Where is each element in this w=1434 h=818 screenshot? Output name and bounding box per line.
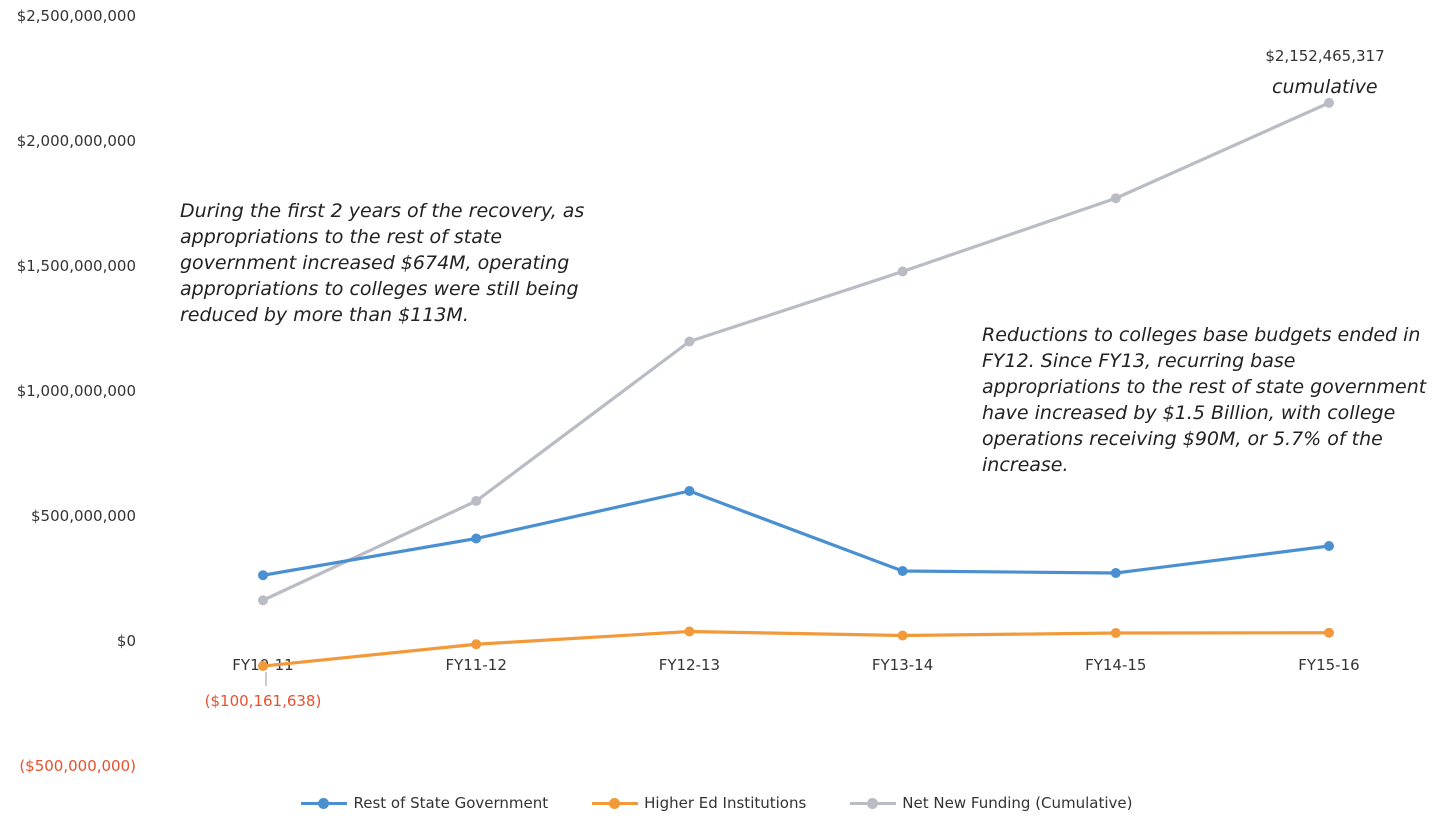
- legend-item-higher-ed: Higher Ed Institutions: [592, 794, 806, 812]
- data-point: [471, 496, 482, 506]
- legend-item-rest-of-state: Rest of State Government: [301, 794, 548, 812]
- y-tick-label: $2,000,000,000: [17, 132, 136, 150]
- legend-label-higher-ed: Higher Ed Institutions: [644, 794, 807, 812]
- data-point: [684, 486, 695, 496]
- data-point: [471, 639, 482, 650]
- series-line: [261, 629, 1331, 668]
- x-tick-label: FY11-12: [446, 656, 507, 674]
- x-tick-label: FY13-14: [872, 656, 933, 674]
- x-tick-label: FY12-13: [659, 656, 720, 674]
- legend-label-net-new-funding: Net New Funding (Cumulative): [902, 794, 1133, 812]
- y-tick-label: $500,000,000: [31, 507, 136, 525]
- data-point: [258, 661, 268, 672]
- x-tick-label: FY15-16: [1298, 656, 1359, 674]
- data-point: [258, 570, 268, 581]
- series-line: [261, 489, 1331, 577]
- data-point: [1110, 193, 1121, 204]
- series-2: [258, 97, 1334, 606]
- series-line: [261, 101, 1331, 602]
- y-axis: $2,500,000,000 $2,000,000,000 $1,500,000,0…: [17, 7, 136, 775]
- legend-swatch-rest-of-state: [301, 796, 348, 810]
- data-point: [258, 595, 268, 606]
- data-point: [1324, 627, 1334, 638]
- data-point: [1324, 97, 1334, 108]
- data-point: [1324, 541, 1334, 551]
- legend-item-net-new-funding: Net New Funding (Cumulative): [850, 794, 1133, 812]
- legend-label-rest-of-state: Rest of State Government: [353, 794, 549, 812]
- data-label: ($100,161,638): [205, 692, 322, 710]
- recovery-note: During the first 2 years of the recovery…: [180, 200, 585, 326]
- data-point: [1110, 568, 1121, 578]
- legend-swatch-higher-ed: [592, 796, 639, 810]
- data-point: [471, 533, 482, 544]
- data-point: [897, 266, 908, 277]
- y-tick-label: $1,000,000,000: [17, 382, 136, 400]
- x-axis: FY10-11FY11-12FY12-13FY13-14FY14-15FY15-…: [232, 656, 1359, 674]
- legend: Rest of State Government Higher Ed Insti…: [0, 794, 1434, 812]
- data-point: [897, 630, 908, 641]
- data-point: [1110, 628, 1121, 638]
- series-1: [258, 626, 1334, 672]
- y-tick-label: $1,500,000,000: [17, 257, 136, 275]
- data-point: [684, 336, 695, 347]
- data-point: [684, 626, 695, 637]
- data-labels: $2,152,465,317 ($100,161,638): [205, 47, 1385, 710]
- cumulative-annotation: cumulative: [1272, 76, 1378, 98]
- data-point: [897, 566, 908, 576]
- y-tick-label: $0: [117, 632, 136, 650]
- reductions-note: Reductions to colleges base budgets ende…: [982, 324, 1427, 476]
- data-label: $2,152,465,317: [1265, 47, 1384, 65]
- legend-swatch-net-new-funding: [850, 796, 897, 810]
- y-tick-label: ($500,000,000): [19, 757, 136, 775]
- series-0: [258, 486, 1334, 581]
- x-tick-label: FY14-15: [1085, 656, 1146, 674]
- y-tick-label: $2,500,000,000: [17, 7, 136, 25]
- series-layer: [258, 97, 1334, 672]
